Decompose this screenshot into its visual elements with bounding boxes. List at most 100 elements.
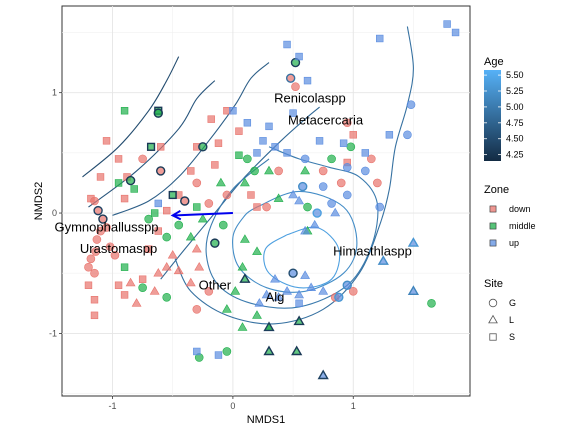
data-point — [336, 178, 346, 188]
data-point — [303, 202, 312, 212]
data-point — [91, 247, 100, 256]
data-point — [259, 137, 267, 145]
data-point — [84, 262, 93, 272]
data-point — [168, 190, 177, 200]
data-point — [283, 40, 291, 49]
legend-site-title: Site — [484, 278, 503, 290]
data-point — [222, 190, 232, 200]
data-point — [300, 270, 311, 279]
data-point — [288, 189, 299, 199]
colorbar-tick-label: 5.00 — [506, 102, 524, 112]
data-point — [162, 232, 172, 242]
data-point — [282, 286, 293, 295]
data-point — [283, 149, 291, 157]
legend-age-colorbar — [484, 70, 501, 161]
data-point — [261, 289, 272, 299]
data-point — [247, 191, 255, 199]
vector-arrowhead — [170, 209, 182, 221]
x-axis-ticks: -1 0 1 — [109, 396, 356, 411]
data-point — [327, 199, 336, 208]
data-point — [274, 166, 283, 176]
species-label: Alg — [266, 289, 285, 304]
data-point — [207, 115, 215, 123]
data-point — [373, 178, 382, 188]
data-point — [342, 162, 352, 172]
data-point — [318, 166, 328, 176]
data-point — [185, 277, 196, 287]
data-point — [406, 100, 416, 110]
y-tick-label: -1 — [49, 328, 57, 338]
data-point — [204, 199, 214, 208]
data-point — [120, 107, 129, 115]
data-point — [146, 142, 156, 151]
data-point — [312, 208, 322, 218]
data-point — [451, 28, 460, 37]
data-point — [291, 345, 303, 356]
data-point — [120, 263, 129, 271]
data-point — [376, 34, 384, 43]
data-point — [235, 151, 243, 159]
data-point — [120, 291, 129, 299]
data-point — [291, 82, 300, 91]
y-axis-title: NMDS2 — [33, 182, 45, 221]
data-point — [92, 235, 102, 244]
data-point — [298, 181, 308, 192]
data-point — [214, 351, 223, 359]
legend: Age 5.50 5.25 5.00 4.75 4.50 4.25 Zone down mi… — [484, 56, 536, 342]
colorbar-tick-label: 5.50 — [506, 70, 524, 80]
colorbar-tick-label: 4.75 — [506, 118, 524, 128]
data-point — [102, 137, 111, 145]
data-point — [375, 202, 385, 212]
data-point — [222, 347, 232, 356]
legend-age: Age 5.50 5.25 5.00 4.75 4.50 4.25 — [484, 56, 524, 161]
data-point — [93, 205, 103, 216]
data-point — [86, 254, 96, 264]
data-point — [342, 190, 352, 200]
data-point — [300, 225, 311, 235]
data-point — [254, 298, 265, 307]
data-point — [131, 298, 142, 307]
colorbar-tick-label: 4.50 — [506, 134, 524, 144]
data-point — [192, 305, 202, 314]
legend-site-key — [489, 333, 497, 341]
data-point — [342, 280, 352, 290]
data-point — [349, 131, 357, 139]
contour-line — [112, 62, 270, 216]
fitted-vector — [170, 209, 233, 221]
data-point — [252, 246, 262, 255]
data-point — [318, 286, 329, 295]
data-point — [214, 139, 223, 147]
data-point — [90, 311, 99, 320]
data-point — [167, 250, 178, 259]
data-point — [339, 139, 348, 147]
x-axis-title: NMDS1 — [247, 414, 286, 426]
data-point — [197, 213, 208, 223]
data-point — [342, 118, 352, 128]
data-point — [239, 234, 250, 243]
data-point — [125, 175, 136, 186]
data-point — [300, 154, 310, 164]
colorbar-tick-label: 4.25 — [506, 150, 524, 160]
data-point — [263, 321, 275, 332]
data-point — [193, 347, 201, 356]
data-point — [235, 127, 243, 135]
data-point — [229, 107, 237, 115]
data-point — [163, 206, 171, 215]
data-point — [194, 262, 205, 271]
y-tick-label: 0 — [52, 208, 57, 218]
data-point — [180, 196, 190, 206]
data-point — [330, 207, 341, 217]
x-tick-label: 0 — [230, 401, 235, 411]
plot-panel: Renicolaspp Metacercaria Gymnophallusspp Ur… — [54, 5, 471, 397]
data-point — [318, 182, 328, 191]
species-label: Other — [199, 277, 232, 292]
data-point — [191, 243, 202, 253]
legend-zone-key — [489, 205, 497, 213]
data-point — [263, 345, 275, 356]
data-point — [161, 262, 172, 271]
legend-zone-items: down middle up — [489, 204, 536, 248]
data-point — [262, 202, 271, 212]
data-point — [288, 268, 298, 278]
data-point — [221, 304, 232, 313]
legend-site-label: L — [509, 315, 514, 325]
